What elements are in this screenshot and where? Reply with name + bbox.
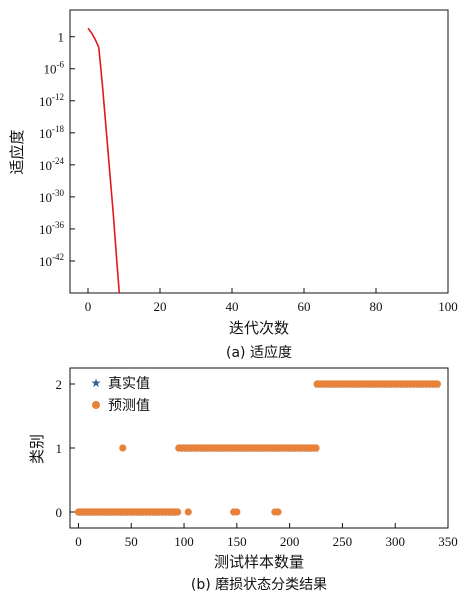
predicted-value-point xyxy=(174,508,182,516)
x-tick-label: 100 xyxy=(438,299,458,314)
x-axis-ticks: 0 20 40 60 80 100 xyxy=(85,288,458,314)
y-tick-label: 1 xyxy=(56,441,63,456)
predicted-value-point xyxy=(274,508,282,516)
x-tick-label: 20 xyxy=(154,299,167,314)
x-tick-label: 50 xyxy=(125,534,138,549)
y-tick-label: 0 xyxy=(56,505,63,520)
y-axis-title: 类别 xyxy=(28,434,46,464)
y-axis-title: 适应度 xyxy=(8,129,26,174)
y-axis-ticks: 0 1 2 xyxy=(56,377,75,520)
x-tick-label: 40 xyxy=(226,299,239,314)
y-tick-label: 10-42 xyxy=(39,252,64,269)
predicted-value-point xyxy=(119,444,127,452)
plot-frame xyxy=(69,9,449,294)
y-axis-ticks: 1 10-6 10-12 10-18 10-24 10-30 10-36 10-42 xyxy=(39,30,75,269)
legend-circle-marker xyxy=(92,401,100,409)
x-tick-label: 80 xyxy=(370,299,383,314)
predicted-value-point xyxy=(233,508,241,516)
x-axis-title: 测试样本数量 xyxy=(214,553,304,571)
series: ★★★★★★★★★★★★★★★★★★★★★★★★★★★★★★★★★★★★★★★★… xyxy=(74,380,441,519)
x-tick-label: 0 xyxy=(75,534,82,549)
y-tick-label: 10-18 xyxy=(39,124,64,141)
y-tick-label: 1 xyxy=(58,30,65,45)
series xyxy=(87,27,121,294)
x-tick-label: 60 xyxy=(298,299,311,314)
y-tick-label: 10-6 xyxy=(44,60,65,77)
x-tick-label: 200 xyxy=(280,534,300,549)
predicted-value-point xyxy=(433,380,442,388)
x-tick-label: 250 xyxy=(333,534,353,549)
classification-chart: 0 1 2 0 50 100 150 200 250 300 350 ★★★★★★★★★★★★★★… xyxy=(28,367,458,593)
y-tick-label: 10-24 xyxy=(39,156,64,173)
x-tick-label: 0 xyxy=(85,299,92,314)
chart-caption: (b) 磨损状态分类结果 xyxy=(191,577,327,593)
x-axis-title: 迭代次数 xyxy=(229,319,289,337)
y-tick-label: 10-12 xyxy=(39,92,64,109)
x-tick-label: 300 xyxy=(385,534,405,549)
y-tick-label: 10-30 xyxy=(39,188,64,205)
y-tick-label: 10-36 xyxy=(39,220,64,237)
legend-label: 真实值 xyxy=(108,376,150,392)
predicted-value-point xyxy=(312,444,320,452)
legend: ★ 真实值 预测值 xyxy=(91,376,150,414)
y-tick-label: 2 xyxy=(56,377,63,392)
chart-caption: (a) 适应度 xyxy=(226,344,292,361)
legend-label: 预测值 xyxy=(108,398,150,414)
fitness-chart: 1 10-6 10-12 10-18 10-24 10-30 10-36 10-42 0 20 4… xyxy=(8,9,458,361)
predicted-value-point xyxy=(184,508,192,516)
x-tick-label: 150 xyxy=(227,534,247,549)
x-tick-label: 100 xyxy=(174,534,194,549)
x-tick-label: 350 xyxy=(438,534,458,549)
fitness-line xyxy=(87,27,121,294)
x-axis-ticks: 0 50 100 150 200 250 300 350 xyxy=(75,523,458,549)
legend-star-marker: ★ xyxy=(91,376,102,390)
